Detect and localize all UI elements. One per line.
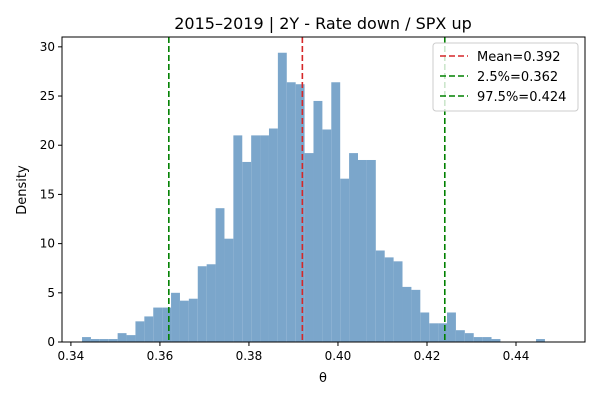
x-tick-label: 0.38 (236, 349, 263, 363)
histogram-bar (224, 238, 234, 342)
histogram-bar (233, 135, 243, 342)
histogram-bar (126, 335, 136, 342)
legend-box (432, 42, 579, 112)
histogram-bar (286, 82, 296, 343)
histogram-bar (179, 300, 189, 342)
histogram-bar (455, 330, 465, 342)
histogram-bar (251, 135, 261, 342)
x-tick-label: 0.36 (147, 349, 174, 363)
histogram-bar (384, 257, 394, 342)
histogram-bar (188, 298, 198, 342)
legend-label: 97.5%=0.424 (477, 90, 566, 105)
histogram-bar (473, 337, 483, 342)
histogram-bar (108, 339, 118, 342)
histogram-bar (349, 153, 358, 342)
legend-label: Mean=0.392 (477, 50, 561, 65)
y-axis-ticks: 0 5 10 15 20 25 30 (40, 40, 62, 349)
y-tick-label: 30 (40, 40, 55, 54)
histogram-bar (464, 333, 474, 342)
x-tick-label: 0.44 (503, 349, 530, 363)
histogram-bar (375, 250, 385, 342)
histogram-bar (322, 129, 332, 342)
x-tick-label: 0.34 (58, 349, 85, 363)
histogram-bar (206, 264, 216, 342)
y-tick-label: 10 (40, 237, 55, 251)
histogram-bar (366, 159, 376, 342)
histogram-bar (393, 261, 403, 342)
histogram-bar (197, 266, 207, 342)
histogram-bar (491, 339, 501, 342)
y-tick-label: 15 (40, 187, 55, 201)
x-tick-label: 0.40 (325, 349, 352, 363)
y-tick-label: 5 (47, 286, 55, 300)
histogram-bar (331, 82, 341, 343)
legend: Mean=0.392 2.5%=0.362 97.5%=0.424 (432, 42, 579, 112)
y-tick-label: 20 (40, 138, 55, 152)
histogram-bar (447, 312, 456, 342)
histogram-bar (135, 321, 145, 342)
histogram-bar (153, 307, 163, 342)
histogram-bar (215, 208, 225, 342)
plot-frame (61, 36, 586, 343)
histogram-bar (313, 100, 323, 342)
histogram-bar (260, 135, 269, 342)
histogram-bar (82, 337, 91, 342)
histogram-bar (162, 307, 172, 342)
histogram-bar (144, 316, 154, 342)
histogram-bar (420, 312, 430, 342)
histogram-bar (438, 323, 448, 342)
y-tick-label: 0 (47, 335, 55, 349)
histogram-bar (411, 289, 421, 342)
histogram-bar (90, 339, 100, 342)
histogram-bar (268, 128, 278, 342)
histogram-bar (536, 339, 545, 342)
histogram-bar (242, 161, 252, 342)
x-axis-label: θ (319, 371, 327, 386)
histogram-bar (357, 159, 367, 342)
histogram-bars (82, 52, 545, 343)
histogram-bar (402, 286, 412, 342)
legend-label: 2.5%=0.362 (477, 70, 558, 85)
y-tick-label: 25 (40, 89, 55, 103)
histogram-bar (277, 52, 287, 342)
histogram-bar (340, 178, 350, 342)
histogram-bar (171, 292, 180, 342)
x-axis-ticks: 0.34 0.36 0.38 0.40 0.42 0.44 (58, 342, 530, 363)
histogram-bar (482, 337, 492, 342)
histogram-bar (117, 333, 127, 342)
y-axis-label: Density (15, 165, 30, 215)
histogram-bar (304, 153, 314, 342)
histogram-bar (99, 339, 109, 342)
chart-title: 2015–2019 | 2Y - Rate down / SPX up (174, 14, 472, 33)
x-tick-label: 0.42 (414, 349, 441, 363)
histogram-bar (295, 84, 305, 343)
histogram-bar (429, 323, 439, 342)
